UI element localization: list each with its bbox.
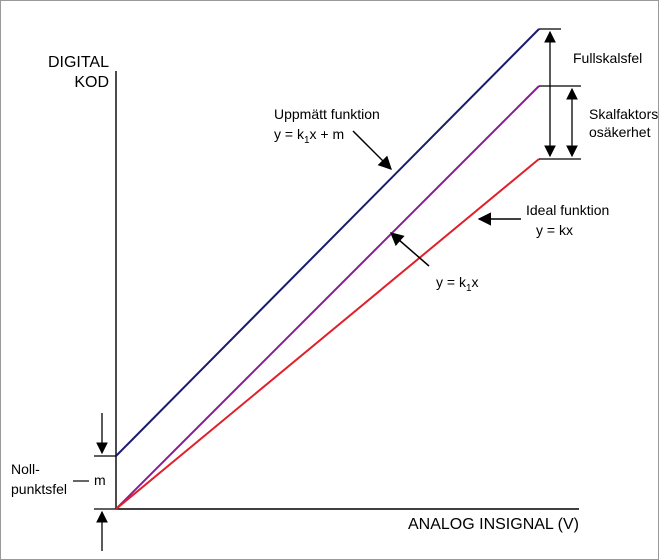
offset-symbol: m xyxy=(94,472,106,488)
scaled-pointer-arrow xyxy=(389,232,430,267)
offset-label-line1: Noll- xyxy=(11,461,40,477)
scale-factor-label-line2: osäkerhet xyxy=(589,124,651,140)
measured-function-formula: y = k1x + m xyxy=(274,126,344,146)
scaled-function-line xyxy=(115,85,540,510)
offset-label-line2: punktsfel xyxy=(11,481,67,497)
measured-function-line xyxy=(115,28,540,457)
ideal-function-formula: y = kx xyxy=(536,222,573,238)
full-scale-error-label: Fullskalsfel xyxy=(573,50,642,66)
measured-pointer-arrow xyxy=(352,130,392,170)
y-axis-label-line2: KOD xyxy=(74,74,109,91)
ideal-function-label: Ideal funktion xyxy=(526,202,609,218)
scale-factor-label-line1: Skalfaktors- xyxy=(589,106,659,122)
ideal-function-line xyxy=(115,158,540,510)
y-axis-label-line1: DIGITAL xyxy=(48,54,109,71)
x-axis-label: ANALOG INSIGNAL (V) xyxy=(408,516,579,533)
scaled-function-formula: y = k1x xyxy=(436,274,479,294)
measured-function-label: Uppmätt funktion xyxy=(274,106,380,122)
